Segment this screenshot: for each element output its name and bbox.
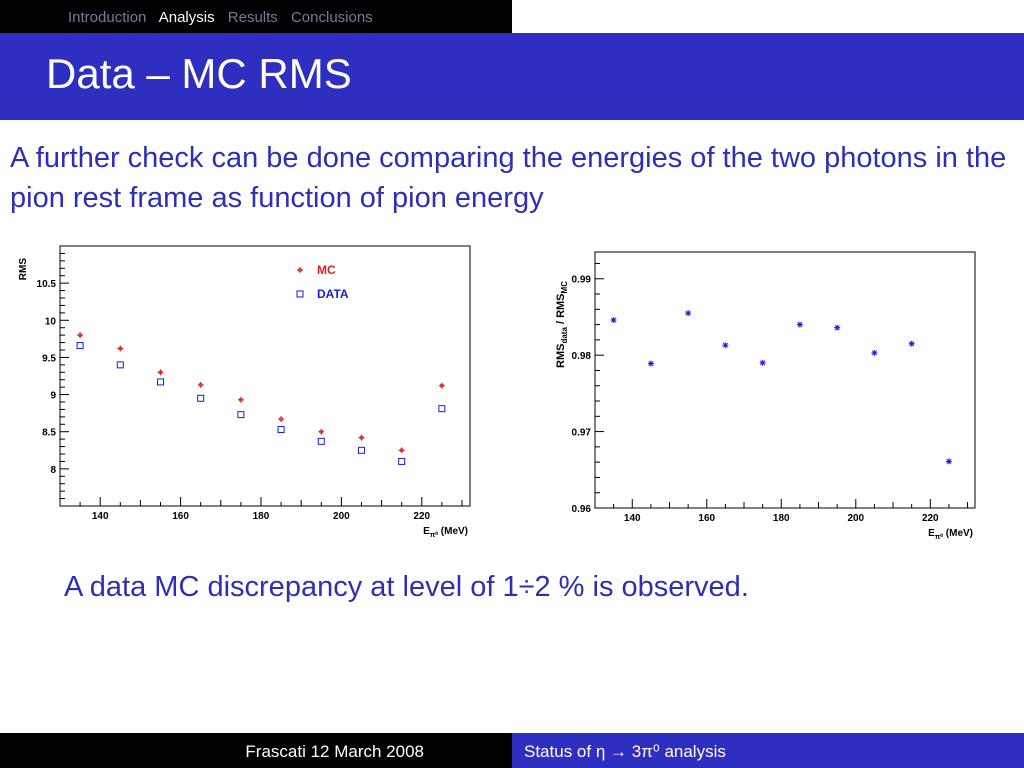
x-tick-label: 140 <box>92 511 109 522</box>
y-tick-label: 8 <box>50 465 56 476</box>
ratio-point <box>945 458 952 465</box>
mc-point <box>358 434 365 441</box>
data-point <box>438 405 446 413</box>
mc-point <box>77 332 84 339</box>
legend-data-marker <box>296 290 304 298</box>
footer-talk-title: Status of η → 3π⁰ analysis <box>524 742 726 761</box>
footer-right: Status of η → 3π⁰ analysis <box>512 733 1024 768</box>
ratio-point <box>722 342 729 349</box>
data-point <box>277 425 285 433</box>
footer-date: Frascati 12 March 2008 <box>245 742 424 761</box>
mc-point <box>398 447 405 454</box>
conclusion-text: A data MC discrepancy at level of 1÷2 % … <box>64 571 749 603</box>
data-point <box>237 411 245 419</box>
nav-item-introduction[interactable]: Introduction <box>68 9 147 26</box>
ratio-point <box>685 310 692 317</box>
nav-bar-right <box>512 0 1024 33</box>
y-tick-label: 9 <box>50 391 56 402</box>
x-tick-label: 220 <box>922 513 939 524</box>
y-tick-label: 9.5 <box>42 353 56 364</box>
ratio-point <box>610 317 617 324</box>
ratio-point <box>647 360 654 367</box>
data-point <box>156 378 164 386</box>
ratio-point <box>834 324 841 331</box>
x-axis-label: Eπ⁰ (MeV) <box>928 528 973 541</box>
mc-point <box>318 428 325 435</box>
x-tick-label: 200 <box>333 511 350 522</box>
y-tick-label: 10 <box>45 316 57 327</box>
data-point <box>317 437 325 445</box>
x-tick-label: 140 <box>624 513 641 524</box>
x-tick-label: 200 <box>847 513 864 524</box>
mc-point <box>197 381 204 388</box>
data-point <box>197 394 205 402</box>
nav-bar: Introduction Analysis Results Conclusion… <box>0 0 512 33</box>
x-tick-label: 220 <box>413 511 430 522</box>
data-point <box>357 446 365 454</box>
mc-point <box>438 382 445 389</box>
y-axis-label: RMS <box>18 258 29 281</box>
mc-point <box>278 416 285 423</box>
ratio-point <box>759 359 766 366</box>
x-axis-label: Eπ⁰ (MeV) <box>423 526 468 538</box>
legend-mc-label: MC <box>317 263 336 277</box>
mc-point <box>117 345 124 352</box>
rms-ratio-chart: 140 160 180 200 220 0.96 0.97 0.98 0.99 Eπ⁰ (MeV)… <box>555 251 976 541</box>
plot-frame <box>59 245 471 507</box>
ratio-point <box>871 349 878 356</box>
nav-items: Introduction Analysis Results Conclusion… <box>68 9 382 26</box>
y-axis-label: RMSdata / RMSMC <box>555 281 569 368</box>
ratio-point <box>796 321 803 328</box>
y-tick-label: 0.97 <box>572 428 592 439</box>
data-point <box>398 457 406 465</box>
slide-title: Data – MC RMS <box>46 50 352 97</box>
footer-left: Frascati 12 March 2008 <box>0 733 512 768</box>
nav-item-conclusions[interactable]: Conclusions <box>290 9 373 26</box>
nav-item-analysis[interactable]: Analysis <box>158 9 215 26</box>
y-tick-label: 10.5 <box>37 279 57 290</box>
y-tick-label: 0.98 <box>572 351 592 362</box>
x-tick-label: 160 <box>172 511 189 522</box>
x-tick-label: 180 <box>253 511 270 522</box>
mc-point <box>157 369 164 376</box>
x-tick-label: 180 <box>773 513 790 524</box>
nav-item-results[interactable]: Results <box>227 9 278 26</box>
y-tick-label: 8.5 <box>42 428 56 439</box>
x-tick-label: 160 <box>698 513 715 524</box>
rms-chart: 140 160 180 200 220 8 8.5 9 9.5 10 10.5 Eπ⁰ (MeV) RM… <box>18 245 471 538</box>
legend-data-label: DATA <box>317 287 349 301</box>
legend: MC DATA <box>296 263 349 301</box>
plot-frame <box>594 251 976 509</box>
data-point <box>76 342 84 350</box>
intro-text: A further check can be done comparing th… <box>10 142 1007 214</box>
y-tick-label: 0.99 <box>572 275 592 286</box>
mc-point <box>237 396 244 403</box>
title-bar <box>0 33 1024 120</box>
y-tick-label: 0.96 <box>572 504 592 515</box>
data-point <box>116 361 124 369</box>
ratio-point <box>908 340 915 347</box>
